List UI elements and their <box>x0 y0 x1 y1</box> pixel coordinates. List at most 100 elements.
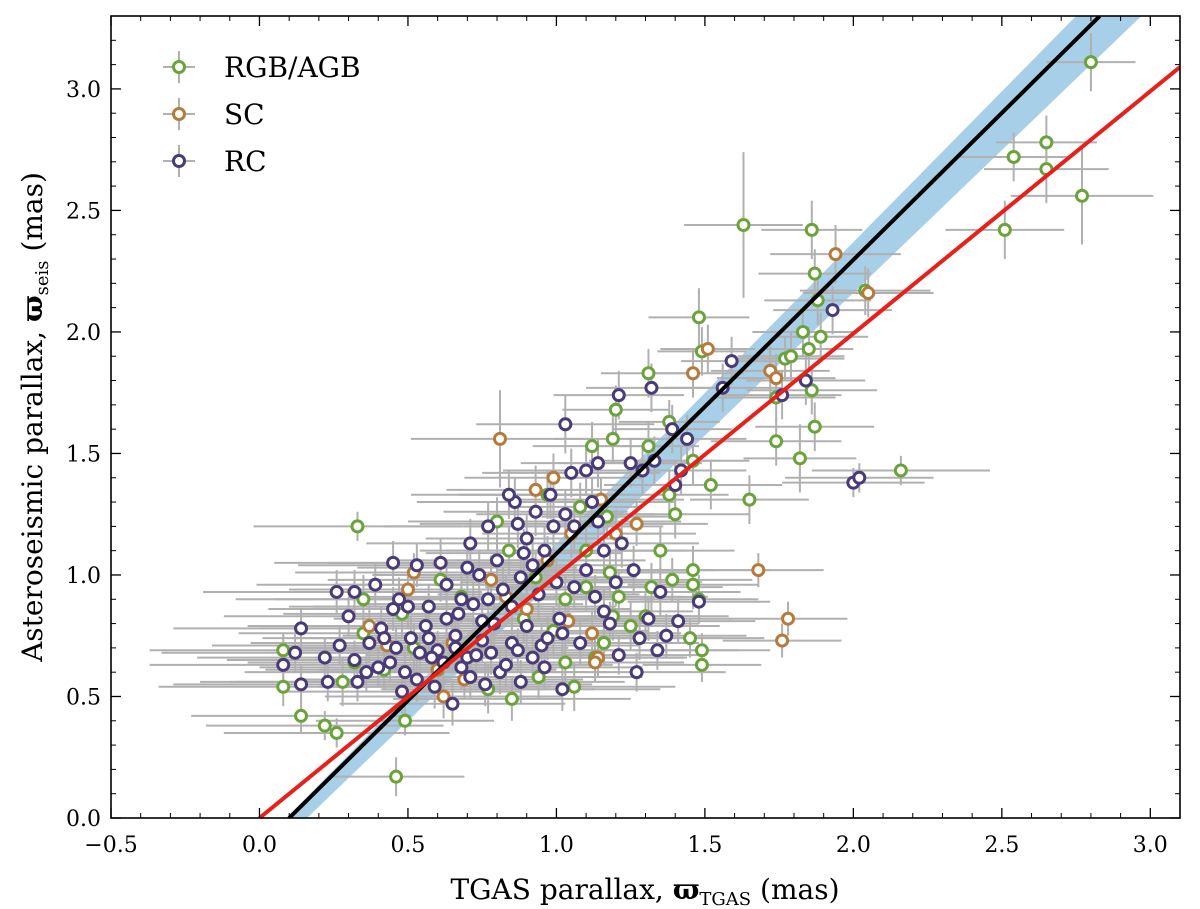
y-tick-label: 2.0 <box>66 321 101 346</box>
point-rc <box>469 648 484 663</box>
point-rc <box>276 657 291 672</box>
point-sc <box>588 655 603 670</box>
point-rc <box>377 631 392 646</box>
point-rc <box>510 643 525 658</box>
legend-label-sc: SC <box>224 98 265 131</box>
point-sc <box>700 341 715 356</box>
point-rgb-agb <box>558 655 573 670</box>
point-rc <box>294 677 309 692</box>
point-rc <box>537 543 552 558</box>
band-layer <box>286 16 1142 818</box>
point-rc <box>371 660 386 675</box>
point-sc <box>528 482 543 497</box>
point-rgb-agb <box>1075 188 1090 203</box>
point-rc <box>641 611 656 626</box>
point-rc <box>825 303 840 318</box>
point-rgb-agb <box>389 769 404 784</box>
point-rc <box>288 645 303 660</box>
point-rgb-agb <box>602 565 617 580</box>
point-rc <box>454 592 469 607</box>
point-rc <box>400 599 415 614</box>
point-rc <box>611 648 626 663</box>
x-tick-label: −0.5 <box>84 833 137 858</box>
x-tick-label: 0.0 <box>242 833 277 858</box>
point-rc <box>588 589 603 604</box>
point-rc <box>614 536 629 551</box>
point-rc <box>347 584 362 599</box>
confidence-band <box>286 16 1142 818</box>
point-rc <box>466 597 481 612</box>
point-rc <box>421 599 436 614</box>
point-rgb-agb <box>335 674 350 689</box>
point-rc <box>537 660 552 675</box>
point-rgb-agb <box>686 577 701 592</box>
point-rc <box>558 417 573 432</box>
point-sc <box>400 582 415 597</box>
point-rc <box>650 643 665 658</box>
legend: RGB/AGB SC RC <box>163 51 361 178</box>
point-rgb-agb <box>893 463 908 478</box>
point-rc <box>463 670 478 685</box>
point-rc <box>585 495 600 510</box>
point-rgb-agb <box>596 636 611 651</box>
point-rgb-agb <box>769 434 784 449</box>
point-rc <box>626 563 641 578</box>
point-rc <box>552 611 567 626</box>
point-rgb-agb <box>397 713 412 728</box>
point-rgb-agb <box>653 543 668 558</box>
point-rgb-agb <box>694 643 709 658</box>
point-rc <box>347 653 362 668</box>
point-rgb-agb <box>807 266 822 281</box>
point-rgb-agb <box>662 487 677 502</box>
point-sc <box>519 601 534 616</box>
point-rc <box>395 684 410 699</box>
point-rgb-agb <box>579 580 594 595</box>
point-rgb-agb <box>1039 135 1054 150</box>
x-tick-label: 1.5 <box>687 833 722 858</box>
point-rc <box>528 504 543 519</box>
point-rc <box>412 645 427 660</box>
point-rc <box>478 677 493 692</box>
point-rc <box>501 487 516 502</box>
x-axis-label: TGAS parallax, ϖTGAS (mas) <box>450 873 839 909</box>
point-rc <box>579 563 594 578</box>
point-rgb-agb <box>691 310 706 325</box>
point-rc <box>490 553 505 568</box>
point-rc <box>653 584 668 599</box>
point-rc <box>332 638 347 653</box>
point-rc <box>386 601 401 616</box>
y-tick-label: 2.5 <box>66 199 101 224</box>
point-rgb-agb <box>350 519 365 534</box>
point-sc <box>686 366 701 381</box>
point-rgb-agb <box>608 402 623 417</box>
point-sc <box>546 470 561 485</box>
y-tick-label: 0.0 <box>66 807 101 832</box>
point-rgb-agb <box>686 563 701 578</box>
point-sc <box>362 619 377 634</box>
point-rc <box>543 487 558 502</box>
point-rc <box>439 611 454 626</box>
point-rgb-agb <box>665 572 680 587</box>
point-rc <box>629 665 644 680</box>
y-tick-label: 1.0 <box>66 564 101 589</box>
point-rc <box>852 470 867 485</box>
point-rc <box>567 519 582 534</box>
one-to-one-red-line <box>258 65 1180 818</box>
point-rgb-agb <box>317 718 332 733</box>
point-rc <box>439 577 454 592</box>
point-rc <box>567 580 582 595</box>
point-sc <box>585 626 600 641</box>
point-rc <box>454 660 469 675</box>
point-rgb-agb <box>558 592 573 607</box>
point-rc <box>579 463 594 478</box>
legend-marker-rgb-agb <box>172 60 186 74</box>
point-rgb-agb <box>641 366 656 381</box>
point-rgb-agb <box>784 349 799 364</box>
point-rgb-agb <box>804 383 819 398</box>
point-rc <box>513 570 528 585</box>
point-rc <box>481 519 496 534</box>
point-rc <box>632 631 647 646</box>
point-rgb-agb <box>294 708 309 723</box>
